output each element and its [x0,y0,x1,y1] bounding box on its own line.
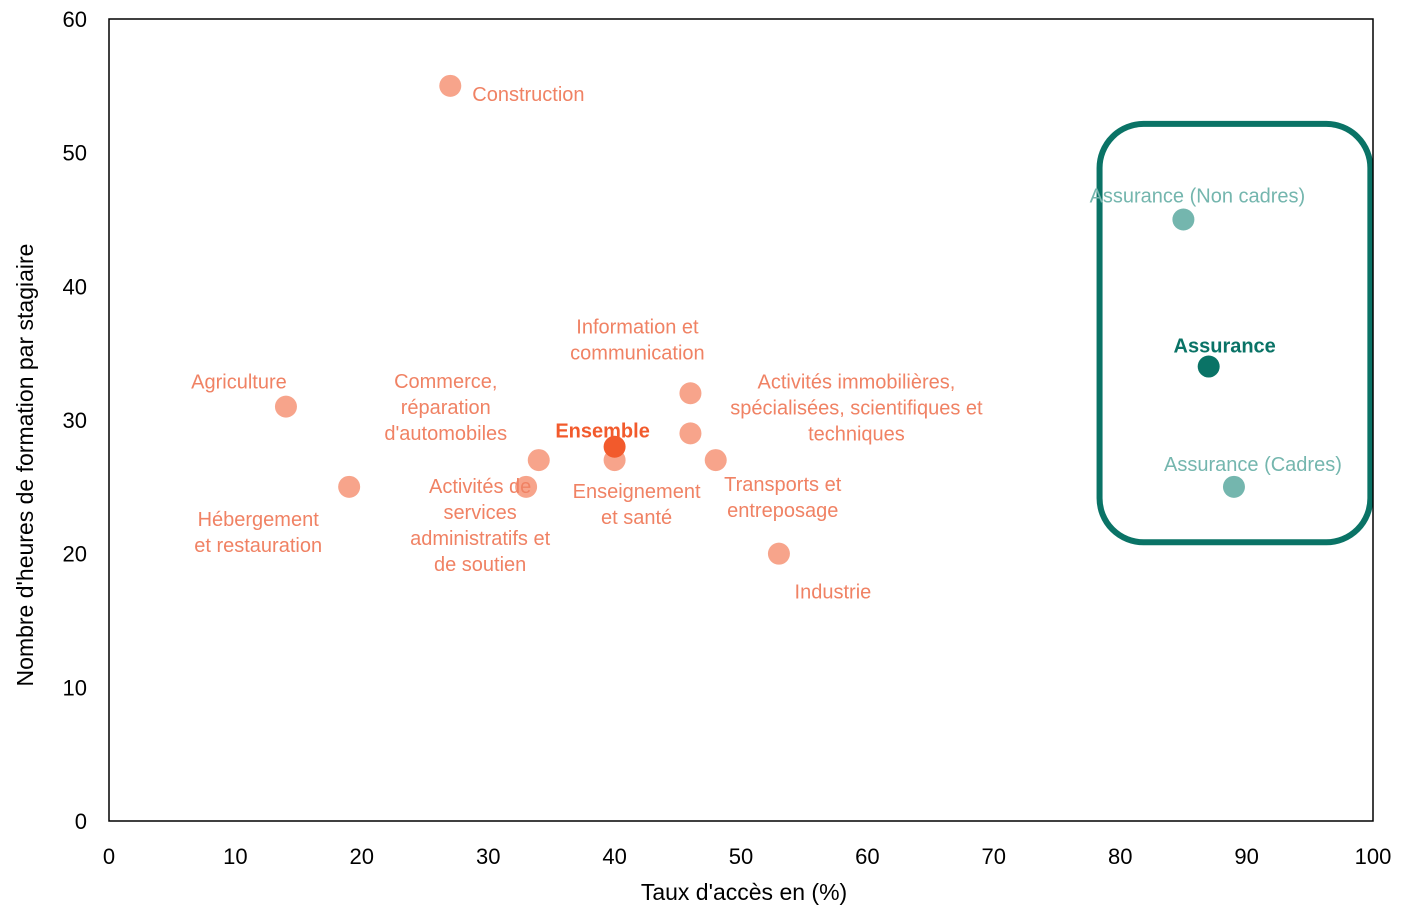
data-point-ensemble [603,435,626,458]
y-axis-title: Nombre d'heures de formation par stagiai… [12,244,38,687]
point-label-agriculture: Agriculture [191,372,287,394]
point-label-hebergement: Hébergement et restauration [194,509,322,557]
data-point-assurance-non-cadres [1172,208,1195,231]
data-points [274,74,1245,565]
point-label-line: Enseignement [573,481,701,503]
x-tick-label: 10 [223,844,247,869]
point-label-line: Industrie [795,582,872,604]
point-label-line: Commerce, [394,371,497,393]
point-label-assurance-non-cadres: Assurance (Non cadres) [1090,186,1306,208]
data-point-industrie [767,542,790,565]
y-tick-label: 20 [63,542,87,567]
point-label-line: Assurance [1174,336,1276,358]
point-label-line: administratifs et [410,528,550,550]
point-label-line: entreposage [727,500,838,522]
point-label-transports: Transports et entreposage [724,474,842,522]
x-tick-label: 70 [982,844,1006,869]
point-label-commerce: Commerce, réparation d'automobiles [384,371,507,445]
y-tick-label: 50 [63,141,87,166]
data-point-agriculture [274,395,297,418]
point-label-industrie: Industrie [795,582,872,604]
point-label-line: Activités de [429,476,531,498]
point-label-assurance-cadres: Assurance (Cadres) [1164,454,1342,476]
x-tick-label: 60 [855,844,879,869]
data-point-transports [704,449,727,472]
point-label-activites-services: Activités de services administratifs et de … [410,476,550,576]
point-label-line: communication [570,342,705,364]
point-label-information: Information et communication [570,316,705,364]
point-label-line: Ensemble [555,421,649,443]
y-axis-ticks: 0 10 20 30 40 50 60 [63,7,87,834]
y-tick-label: 10 [63,675,87,700]
point-label-assurance: Assurance [1174,336,1276,358]
plot-area [108,18,1374,822]
x-tick-label: 30 [476,844,500,869]
assurance-highlight-box [1096,120,1374,546]
point-label-line: Agriculture [191,372,287,394]
point-label-line: Construction [472,84,584,106]
data-point-commerce [527,449,550,472]
point-label-line: et restauration [194,535,322,557]
x-tick-label: 0 [103,844,115,869]
point-label-immobilieres: Activités immobilières, spécialisées, sci… [730,371,983,445]
y-tick-label: 60 [63,7,87,32]
y-tick-label: 30 [63,408,87,433]
point-labels: Construction Agriculture Hébergement et res… [191,84,1342,604]
y-tick-label: 0 [75,809,87,834]
data-point-construction [439,74,462,97]
point-label-line: Information et [576,316,699,338]
x-tick-label: 40 [602,844,626,869]
point-label-construction: Construction [472,84,584,106]
highlight-box-layer [1096,120,1374,546]
x-tick-label: 80 [1108,844,1132,869]
data-point-activites-services [515,475,538,498]
x-tick-label: 90 [1234,844,1258,869]
point-label-line: techniques [808,423,905,445]
point-label-line: services [443,502,516,524]
x-axis-title: Taux d'accès en (%) [641,879,847,905]
data-point-immobilieres [679,422,702,445]
x-tick-label: 100 [1355,844,1392,869]
point-label-enseignement: Enseignement et santé [573,481,701,529]
point-label-line: d'automobiles [384,423,507,445]
x-tick-label: 50 [729,844,753,869]
point-label-line: Assurance (Non cadres) [1090,186,1306,208]
x-axis-ticks: 0 10 20 30 40 50 60 70 80 90 100 [103,844,1391,869]
point-label-line: Transports et [724,474,842,496]
y-tick-label: 40 [63,274,87,299]
data-point-assurance-cadres [1222,475,1245,498]
point-label-line: réparation [401,397,491,419]
point-label-ensemble: Ensemble [555,421,649,443]
point-label-line: spécialisées, scientifiques et [730,397,983,419]
point-label-line: Assurance (Cadres) [1164,454,1342,476]
point-label-line: de soutien [434,554,526,576]
data-point-hebergement [338,475,361,498]
x-tick-label: 20 [350,844,374,869]
data-point-assurance [1197,355,1220,378]
point-label-line: et santé [601,507,672,529]
data-point-information [679,382,702,405]
point-label-line: Activités immobilières, [758,371,956,393]
point-label-line: Hébergement [198,509,320,531]
